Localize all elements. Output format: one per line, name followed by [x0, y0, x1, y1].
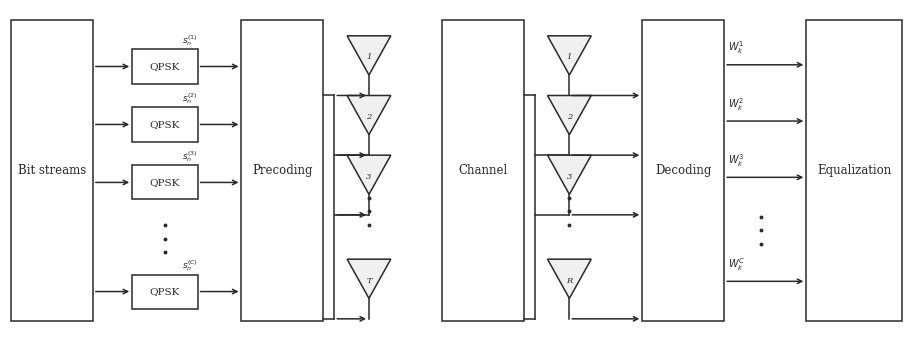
Polygon shape: [548, 259, 591, 298]
Polygon shape: [548, 155, 591, 194]
Text: QPSK: QPSK: [149, 120, 180, 129]
Polygon shape: [347, 259, 391, 298]
Text: Precoding: Precoding: [252, 164, 312, 177]
Text: $W_k^3$: $W_k^3$: [728, 152, 744, 169]
FancyBboxPatch shape: [442, 20, 524, 321]
Text: 2: 2: [567, 113, 572, 121]
FancyBboxPatch shape: [132, 275, 198, 309]
Polygon shape: [347, 95, 391, 135]
Text: Bit streams: Bit streams: [18, 164, 86, 177]
Text: QPSK: QPSK: [149, 62, 180, 71]
Text: $s_n^{(2)}$: $s_n^{(2)}$: [182, 91, 198, 106]
FancyBboxPatch shape: [132, 165, 198, 199]
Text: Equalization: Equalization: [817, 164, 891, 177]
Text: $s_n^{(1)}$: $s_n^{(1)}$: [182, 33, 198, 48]
Text: 3: 3: [567, 173, 572, 181]
Text: $W_k^C$: $W_k^C$: [728, 256, 745, 273]
FancyBboxPatch shape: [11, 20, 93, 321]
Text: 1: 1: [366, 54, 372, 61]
Polygon shape: [548, 36, 591, 75]
Text: T: T: [366, 277, 372, 285]
Text: 2: 2: [366, 113, 372, 121]
FancyBboxPatch shape: [642, 20, 724, 321]
FancyBboxPatch shape: [806, 20, 902, 321]
Text: 3: 3: [366, 173, 372, 181]
Text: 1: 1: [567, 54, 572, 61]
Text: R: R: [567, 277, 572, 285]
FancyBboxPatch shape: [132, 107, 198, 142]
Polygon shape: [347, 155, 391, 194]
Text: $W_k^2$: $W_k^2$: [728, 96, 744, 113]
Text: QPSK: QPSK: [149, 178, 180, 187]
FancyBboxPatch shape: [132, 49, 198, 84]
Text: Channel: Channel: [458, 164, 507, 177]
Polygon shape: [548, 95, 591, 135]
Text: $s_n^{(C)}$: $s_n^{(C)}$: [182, 258, 198, 273]
Text: Decoding: Decoding: [655, 164, 711, 177]
Polygon shape: [347, 36, 391, 75]
Text: QPSK: QPSK: [149, 287, 180, 296]
FancyBboxPatch shape: [241, 20, 323, 321]
Text: $W_k^1$: $W_k^1$: [728, 40, 744, 56]
Text: $s_n^{(3)}$: $s_n^{(3)}$: [182, 149, 198, 164]
